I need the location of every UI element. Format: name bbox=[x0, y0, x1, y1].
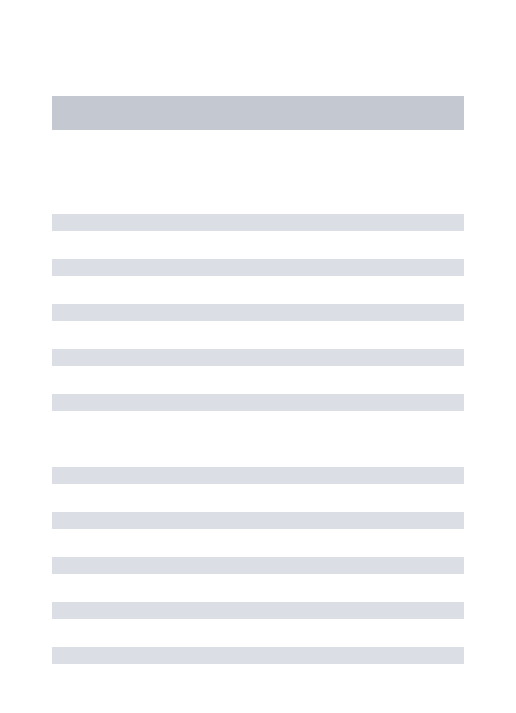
skeleton-line bbox=[52, 602, 464, 619]
skeleton-line bbox=[52, 214, 464, 231]
skeleton-container bbox=[0, 0, 516, 664]
skeleton-line-group-2 bbox=[52, 467, 464, 664]
skeleton-line bbox=[52, 259, 464, 276]
skeleton-header-bar bbox=[52, 96, 464, 130]
skeleton-line bbox=[52, 304, 464, 321]
skeleton-line bbox=[52, 512, 464, 529]
skeleton-line bbox=[52, 349, 464, 366]
skeleton-line bbox=[52, 394, 464, 411]
skeleton-line-group-1 bbox=[52, 214, 464, 411]
skeleton-line bbox=[52, 557, 464, 574]
skeleton-line bbox=[52, 467, 464, 484]
skeleton-line bbox=[52, 647, 464, 664]
